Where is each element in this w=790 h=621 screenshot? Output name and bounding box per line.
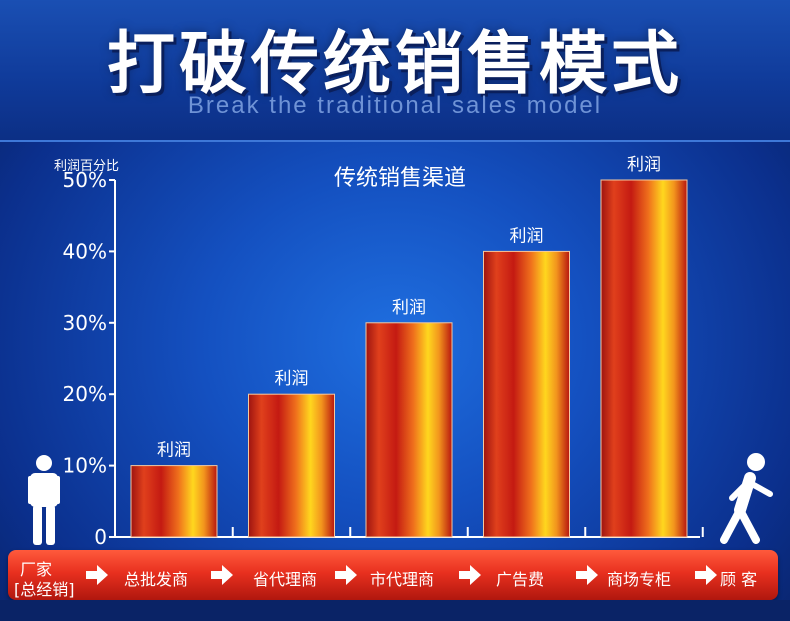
header-banner — [0, 0, 790, 140]
flow-step-5: 商场专柜 — [607, 570, 672, 589]
y-tick-label: 30% — [63, 311, 107, 335]
right-arrow-icon — [86, 565, 108, 585]
right-arrow-icon — [211, 565, 233, 585]
right-arrow-icon — [695, 565, 717, 585]
flow-step-4: 广告费 — [496, 570, 545, 589]
bar-data-label: 利润 — [157, 441, 191, 461]
bar-data-label: 利润 — [275, 369, 309, 389]
flow-end: 顾 客 — [720, 570, 758, 589]
sales-flow-bar — [8, 550, 778, 600]
flow-start-line2: [总经销] — [14, 580, 75, 599]
bar-5 — [600, 179, 688, 538]
y-tick-label: 10% — [63, 454, 107, 478]
right-arrow-icon — [335, 565, 357, 585]
y-tick-label: 0 — [94, 525, 107, 549]
flow-step-1: 总批发商 — [124, 570, 189, 589]
bottom-band — [0, 600, 790, 621]
header-divider — [0, 140, 790, 142]
bar-3 — [365, 322, 453, 538]
y-tick-label: 20% — [63, 382, 107, 406]
flow-step-2: 省代理商 — [253, 570, 318, 589]
flow-start-line1: 厂家 — [20, 560, 53, 579]
page-subtitle: Break the traditional sales model — [187, 92, 603, 119]
walking-person-icon — [720, 453, 773, 544]
right-arrow-icon — [459, 565, 481, 585]
bar-data-label: 利润 — [627, 155, 661, 175]
bar-data-label: 利润 — [392, 298, 426, 318]
page-title: 打破传统销售模式 — [106, 25, 683, 104]
y-axis-label: 利润百分比 — [54, 159, 119, 174]
bar-2 — [248, 393, 335, 538]
y-tick-label: 50% — [63, 168, 107, 192]
right-arrow-icon — [576, 565, 598, 585]
chart-title: 传统销售渠道 — [334, 166, 466, 191]
bar-4 — [483, 250, 570, 538]
standing-person-icon — [28, 455, 60, 545]
flow-step-3: 市代理商 — [370, 570, 435, 589]
bar-data-label: 利润 — [510, 226, 544, 246]
bar-1 — [130, 465, 218, 538]
y-tick-label: 40% — [63, 239, 107, 263]
